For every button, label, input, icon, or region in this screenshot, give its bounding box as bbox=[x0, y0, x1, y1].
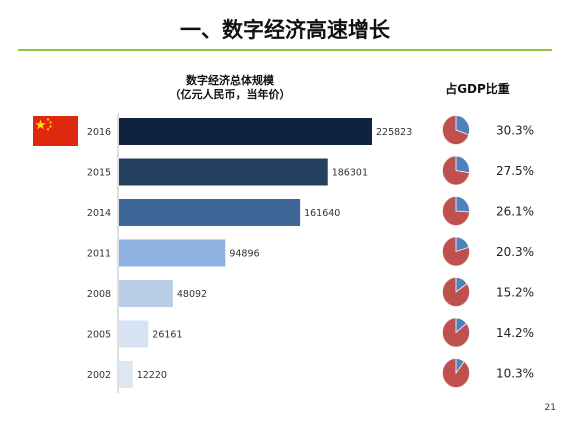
pie-percent-label: 20.3% bbox=[496, 245, 534, 259]
category-label: 2011 bbox=[87, 249, 111, 260]
bar-2014 bbox=[119, 199, 301, 226]
pie-2014 bbox=[442, 196, 470, 226]
china-flag-icon bbox=[33, 116, 78, 146]
bar-value-label: 26161 bbox=[152, 330, 182, 341]
page-number: 21 bbox=[544, 403, 556, 413]
category-label: 2008 bbox=[87, 289, 111, 300]
bar-value-label: 225823 bbox=[376, 127, 412, 138]
bar-value-label: 48092 bbox=[177, 289, 207, 300]
pie-percent-label: 10.3% bbox=[496, 367, 534, 381]
pie-2015 bbox=[442, 155, 470, 186]
bar-2015 bbox=[119, 158, 328, 186]
pie-share-slice bbox=[455, 277, 468, 293]
category-label: 2015 bbox=[87, 168, 111, 179]
bar-value-label: 94896 bbox=[229, 249, 259, 260]
category-label: 2016 bbox=[87, 127, 111, 138]
bar-2016 bbox=[119, 118, 372, 145]
pie-share-slice bbox=[455, 196, 470, 213]
bar-value-label: 161640 bbox=[304, 208, 340, 219]
category-label: 2014 bbox=[87, 208, 111, 219]
pie-2002 bbox=[442, 358, 470, 388]
bar-2005 bbox=[119, 320, 149, 348]
pie-share-slice bbox=[455, 317, 468, 334]
title-divider bbox=[18, 49, 552, 51]
bar-value-label: 186301 bbox=[332, 168, 368, 179]
pie-2008 bbox=[442, 277, 470, 307]
pie-percent-label: 26.1% bbox=[496, 205, 534, 219]
pie-percent-label: 15.2% bbox=[496, 286, 534, 300]
pie-share-slice bbox=[455, 115, 470, 136]
pie-percent-label: 30.3% bbox=[496, 124, 534, 138]
pie-percent-label: 14.2% bbox=[496, 326, 534, 340]
category-label: 2005 bbox=[87, 330, 111, 341]
category-label: 2002 bbox=[87, 370, 111, 381]
pie-2005 bbox=[442, 317, 470, 348]
pie-percent-label: 27.5% bbox=[496, 164, 534, 178]
bar-2011 bbox=[119, 239, 226, 267]
bar-chart-title: 数字经济总体规模 （亿元人民币，当年价） bbox=[169, 74, 291, 101]
pie-2011 bbox=[442, 236, 470, 267]
pie-share-slice bbox=[455, 155, 470, 174]
bar-2008 bbox=[119, 280, 173, 307]
pie-share-slice bbox=[455, 236, 470, 253]
slide-title: 一、数字经济高速增长 bbox=[180, 18, 390, 42]
bar-2002 bbox=[119, 361, 133, 388]
bar-value-label: 12220 bbox=[137, 370, 167, 381]
pie-2016 bbox=[442, 115, 470, 145]
pie-share-slice bbox=[455, 358, 465, 375]
pie-column-title: 占GDP比重 bbox=[445, 82, 510, 96]
